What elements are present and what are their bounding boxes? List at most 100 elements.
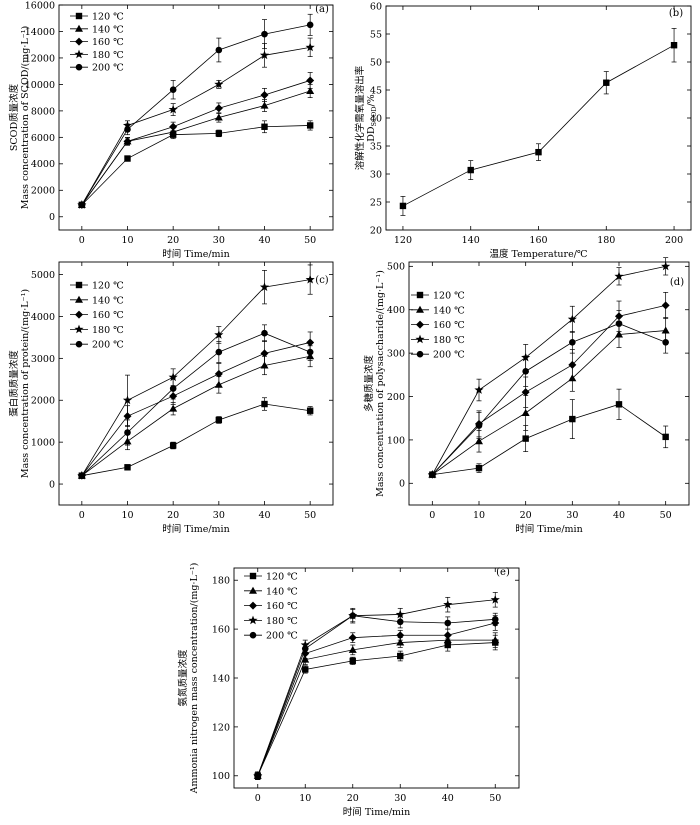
- x-axis-label: 时间 Time/min: [515, 523, 582, 535]
- data-point: [306, 87, 315, 95]
- legend-marker: [75, 295, 83, 303]
- x-tick-label: 0: [255, 793, 261, 804]
- legend-marker: [74, 49, 84, 59]
- y-tick-label: 14000: [25, 27, 55, 38]
- data-point: [124, 464, 131, 471]
- x-tick-label: 20: [520, 510, 532, 521]
- y-tick-label: 300: [387, 349, 405, 360]
- legend-label: 180 ℃: [92, 325, 124, 336]
- y-tick-label: 1000: [31, 438, 55, 449]
- legend-marker: [74, 324, 84, 334]
- data-point: [305, 42, 315, 52]
- series-line: [432, 305, 666, 475]
- data-point: [670, 42, 678, 49]
- legend-marker: [75, 63, 83, 71]
- x-tick-label: 50: [304, 235, 316, 246]
- x-tick-label: 10: [473, 510, 485, 521]
- legend-label: 120 ℃: [266, 572, 298, 583]
- legend-label: 180 ℃: [433, 335, 465, 346]
- data-point: [662, 433, 669, 441]
- series-4: [77, 264, 315, 480]
- x-tick-label: 50: [660, 510, 672, 521]
- legend-marker: [75, 37, 83, 46]
- data-point: [614, 271, 624, 281]
- data-point: [306, 348, 314, 356]
- y-axis-label-en: Mass concentration of polysaccharide/(mg…: [375, 270, 386, 497]
- data-point: [260, 101, 269, 109]
- legend-label: 180 ℃: [92, 50, 124, 61]
- data-point: [306, 21, 314, 29]
- data-point: [348, 633, 357, 642]
- y-axis-label-en: Mass concentration of SCOD/(mg·L⁻¹): [20, 26, 31, 209]
- series-2: [77, 84, 315, 208]
- data-point: [301, 655, 310, 663]
- data-point: [168, 372, 178, 382]
- data-point: [535, 148, 542, 156]
- series-line: [432, 330, 666, 475]
- series-5: [78, 324, 314, 479]
- legend-label: 180 ℃: [266, 616, 298, 627]
- data-point: [124, 155, 131, 162]
- panel-label: (a): [315, 4, 329, 15]
- data-point: [169, 404, 178, 412]
- data-point: [475, 422, 483, 429]
- legend-marker: [249, 572, 257, 580]
- data-point: [124, 429, 131, 436]
- data-point: [306, 338, 315, 347]
- y-tick-label: 160: [212, 625, 230, 636]
- plot-frame: [385, 5, 692, 231]
- series-1: [429, 388, 669, 478]
- data-point: [569, 415, 576, 423]
- x-tick-label: 200: [665, 235, 683, 246]
- data-point: [399, 202, 407, 210]
- series-line: [81, 279, 311, 476]
- series-line: [257, 599, 496, 776]
- data-point: [168, 104, 178, 114]
- data-point: [301, 645, 309, 652]
- y-tick-label: 6000: [31, 133, 55, 144]
- series-line: [81, 355, 311, 476]
- y-tick-label: 20: [370, 225, 382, 236]
- data-point: [215, 46, 223, 54]
- y-tick-label: 4000: [31, 312, 55, 323]
- legend-label: 160 ℃: [92, 37, 124, 48]
- y-tick-label: 10000: [25, 80, 55, 91]
- data-point: [215, 348, 223, 356]
- y-tick-label: 30: [370, 169, 382, 180]
- data-point: [443, 631, 452, 640]
- y-tick-label: 40: [370, 113, 382, 124]
- legend-label: 200 ℃: [92, 63, 124, 74]
- y-tick-label: 55: [370, 29, 382, 40]
- legend-marker: [416, 320, 424, 329]
- y-tick-label: 4000: [31, 159, 55, 170]
- data-point: [467, 166, 474, 174]
- y-tick-label: 35: [370, 141, 382, 152]
- data-point: [521, 409, 530, 417]
- x-tick-label: 40: [442, 793, 454, 804]
- data-point: [475, 437, 483, 445]
- y-tick-label: 60: [370, 1, 382, 12]
- series-line: [81, 46, 311, 206]
- y-tick-label: 400: [387, 305, 405, 316]
- panel-label: (e): [496, 567, 510, 578]
- data-point: [429, 471, 436, 478]
- series-1: [78, 397, 314, 479]
- y-axis-label-cn: SCOD质量浓度: [8, 83, 20, 151]
- legend-marker: [75, 310, 83, 319]
- legend-label: 120 ℃: [92, 12, 124, 23]
- series-line: [402, 44, 675, 207]
- series-1: [78, 120, 314, 209]
- legend: 120 ℃ 140 ℃ 160 ℃ 180 ℃ 200 ℃: [244, 572, 298, 642]
- data-point: [396, 618, 404, 626]
- legend-label: 140 ℃: [92, 295, 124, 306]
- data-point: [215, 416, 223, 424]
- data-point: [215, 130, 223, 137]
- y-tick-label: 0: [49, 479, 55, 490]
- y-tick-label: 140: [212, 673, 230, 684]
- y-tick-label: 25: [370, 197, 382, 208]
- plot-frame: [58, 261, 334, 506]
- x-tick-label: 30: [213, 235, 225, 246]
- data-point: [305, 274, 315, 284]
